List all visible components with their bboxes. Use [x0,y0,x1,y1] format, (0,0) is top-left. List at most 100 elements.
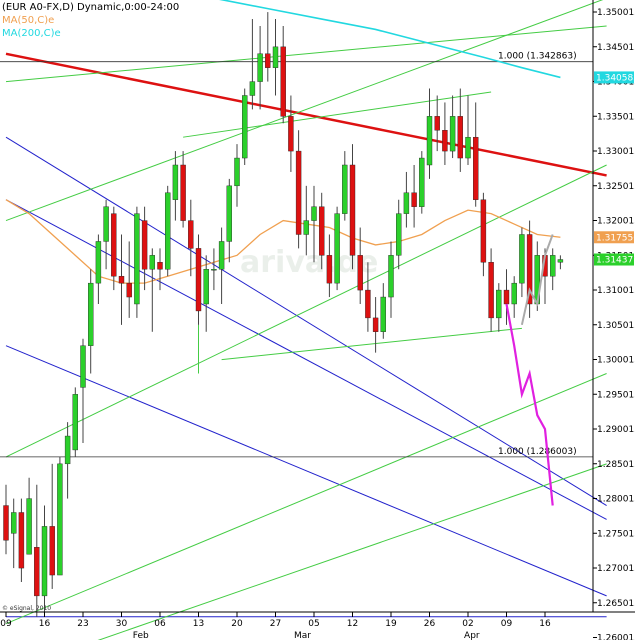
candle-body [34,547,40,597]
price-tick-label: 1.345013 [597,43,635,53]
candle-body [249,81,256,96]
candle [3,484,9,555]
trendline [221,327,522,361]
price-tag: 1.317556 [594,231,635,244]
trendline [5,136,607,506]
candle [103,199,109,270]
day-tick-label: 02 [462,619,473,629]
candle [396,199,402,270]
watermark: ariva.de [240,245,378,280]
price-tick-label: 1.300013 [597,356,635,366]
price-tick-label: 1.350013 [597,8,635,18]
candle-body [257,53,263,82]
candle-body [118,275,125,284]
candle-body [303,220,309,235]
candle-body [10,512,17,534]
candle [203,255,209,332]
candle-body [434,116,440,131]
candle [457,88,463,172]
candle-body [465,136,471,159]
candle-body [87,282,94,346]
candle [195,234,202,325]
candle [550,248,556,291]
candle-body [342,164,348,214]
candle-body [488,262,494,319]
candle [87,269,94,374]
forecast-path [505,303,554,506]
price-tag-label: 1.317556 [596,233,635,243]
ma200-line [219,0,561,79]
candle [319,192,325,270]
candle [180,151,186,228]
candle-body [218,241,225,270]
price-tick-label: 1.335013 [597,112,635,122]
candle [403,171,410,228]
candle-layer [3,12,564,617]
candle-body [180,164,186,221]
day-tick-label: 23 [77,619,88,629]
candle [95,234,102,304]
candle [164,185,171,277]
candle [265,12,271,82]
candle [442,102,448,165]
price-tick-label: 1.290013 [597,425,635,435]
candle-body [241,95,248,159]
candle [211,248,217,291]
candle-body [141,220,148,270]
candle [241,88,248,165]
day-tick-label: 20 [231,619,243,629]
candle-body [365,289,371,319]
day-tick-label: 05 [308,619,319,629]
candle [380,283,386,339]
candle [303,185,309,256]
price-tag-box [594,71,634,84]
price-tick-label: 1.330013 [597,147,635,157]
candle-body [3,505,9,541]
fib-level-label: 1.000 (1.342863) [498,52,577,62]
candle-body [18,512,25,569]
price-axis: 1.3500131.3450131.3400131.3350131.330013… [592,0,635,640]
candle [419,151,425,214]
forecast-layer [505,234,554,506]
candle [64,422,71,499]
candle [280,25,286,124]
price-tag: 1.340583 [594,71,635,84]
candle [18,498,25,582]
day-tick-label: 19 [385,619,397,629]
candle [295,130,302,249]
candle [10,498,17,569]
price-tick-label: 1.325013 [597,182,635,192]
candle [326,234,333,298]
candle [511,276,517,318]
candle [141,206,148,291]
price-tag-label: 1.340583 [596,73,635,83]
month-tick-label: Apr [464,631,480,640]
fib-level-layer: 1.000 (1.342863) 1.000 (1.286003) [0,52,593,458]
candle-body [164,192,171,270]
candle [349,144,356,270]
candle [34,484,40,617]
candle [449,95,456,159]
price-tag: 1.31437 [594,253,634,266]
candle [218,227,225,304]
candle [434,95,440,152]
trendline [97,463,607,640]
candle-body [26,498,32,555]
candle-body [211,269,217,271]
candle-body [103,206,109,242]
price-tick-label: 1.270013 [597,564,635,574]
price-tag-label: 1.31437 [596,256,633,266]
candle [188,199,194,277]
candle [342,151,348,221]
month-tick-label: Feb [133,631,149,640]
day-tick-label: 09 [501,619,513,629]
candle [411,164,417,228]
day-tick-label: 09 [0,619,12,629]
candle [311,185,317,263]
price-tick-label: 1.275013 [597,529,635,539]
candle-body [41,526,48,597]
price-tick-label: 1.265013 [597,599,635,609]
candle-body [149,255,156,270]
candle [249,19,256,110]
